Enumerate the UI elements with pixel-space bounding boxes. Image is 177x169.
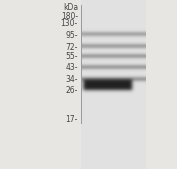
Text: kDa: kDa [63, 3, 78, 12]
Text: 34-: 34- [65, 75, 78, 84]
Text: 72-: 72- [65, 43, 78, 52]
Text: 95-: 95- [65, 31, 78, 40]
Text: 55-: 55- [65, 52, 78, 61]
Text: 130-: 130- [61, 19, 78, 28]
Text: 26-: 26- [65, 86, 78, 95]
Text: 17-: 17- [65, 115, 78, 125]
Text: 180-: 180- [61, 12, 78, 21]
Text: 43-: 43- [65, 63, 78, 72]
